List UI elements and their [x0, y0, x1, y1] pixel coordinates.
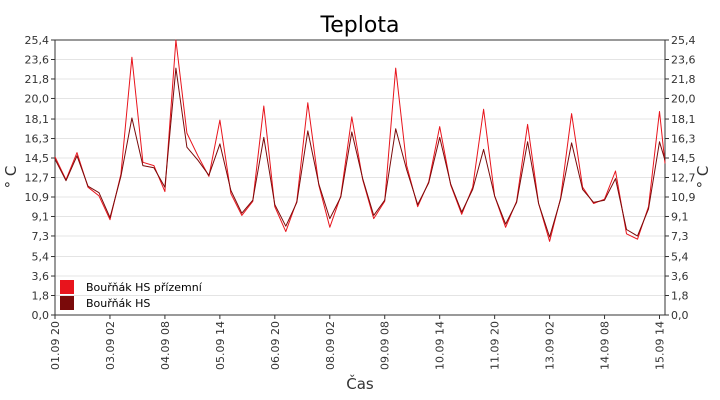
- y-tick-label-right: 5,4: [671, 251, 689, 264]
- x-tick-label: 05.09 14: [214, 321, 227, 370]
- x-tick-label: 04.09 08: [159, 321, 172, 370]
- legend-swatch: [60, 296, 74, 310]
- y-tick-label-left: 14,5: [25, 152, 50, 165]
- y-tick-label-left: 3,6: [32, 270, 50, 283]
- x-tick-label: 13.09 02: [544, 321, 557, 370]
- series-line-1: [54, 67, 666, 238]
- y-tick-label-right: 18,1: [671, 113, 696, 126]
- y-tick-label-left: 23,6: [25, 53, 50, 66]
- y-tick-label-right: 9,1: [671, 210, 689, 223]
- legend-label: Bouřňák HS přízemní: [86, 281, 203, 294]
- x-tick-label: 10.09 14: [434, 321, 447, 370]
- x-tick-label: 15.09 14: [654, 321, 667, 370]
- y-tick-label-left: 0,0: [32, 309, 50, 322]
- y-tick-label-left: 20,0: [25, 92, 50, 105]
- y-tick-label-left: 16,3: [25, 133, 50, 146]
- series-line-0: [54, 39, 666, 242]
- y-tick-label-right: 14,5: [671, 152, 696, 165]
- y-axis-left: 0,0 1,8 3,6 5,4 7,3 9,1 10,9 12,7 14,5 16,3 18,1 20…: [25, 34, 55, 322]
- series-lines: [54, 39, 666, 242]
- x-axis: 01.09 20 03.09 02 04.09 08 05.09 14 06.09 20…: [49, 315, 667, 370]
- y-tick-label-left: 9,1: [32, 210, 50, 223]
- x-tick-label: 09.09 08: [379, 321, 392, 370]
- y-tick-label-right: 21,8: [671, 73, 696, 86]
- y-tick-label-right: 10,9: [671, 191, 696, 204]
- legend-swatch: [60, 280, 74, 294]
- y-tick-label-left: 18,1: [25, 113, 50, 126]
- y-tick-label-right: 16,3: [671, 133, 696, 146]
- y-tick-label-right: 23,6: [671, 53, 696, 66]
- x-tick-label: 11.09 20: [489, 321, 502, 370]
- y-tick-label-right: 1,8: [671, 290, 689, 303]
- y-tick-label-left: 1,8: [32, 290, 50, 303]
- y-tick-label-right: 25,4: [671, 34, 696, 47]
- y-axis-title-left: ° C: [2, 166, 20, 189]
- y-tick-label-left: 7,3: [32, 230, 50, 243]
- x-tick-label: 06.09 20: [269, 321, 282, 370]
- y-tick-label-right: 0,0: [671, 309, 689, 322]
- chart-title: Teplota: [320, 13, 400, 38]
- y-tick-label-left: 21,8: [25, 73, 50, 86]
- legend: Bouřňák HS přízemní Bouřňák HS: [60, 280, 203, 310]
- y-axis-title-right: ° C: [694, 166, 712, 189]
- y-tick-label-right: 12,7: [671, 172, 696, 185]
- y-tick-label-right: 7,3: [671, 230, 689, 243]
- x-tick-label: 14.09 08: [599, 321, 612, 370]
- grid-lines: [55, 39, 665, 316]
- x-axis-title: Čas: [346, 374, 374, 393]
- y-tick-label-left: 12,7: [25, 172, 50, 185]
- y-tick-label-left: 10,9: [25, 191, 50, 204]
- y-tick-label-left: 5,4: [32, 251, 50, 264]
- y-axis-right: 0,0 1,8 3,6 5,4 7,3 9,1 10,9 12,7 14,5 16,3 18,1 20…: [665, 34, 696, 322]
- legend-label: Bouřňák HS: [86, 297, 150, 310]
- y-tick-label-right: 20,0: [671, 92, 696, 105]
- y-tick-label-right: 3,6: [671, 270, 689, 283]
- y-tick-label-left: 25,4: [25, 34, 50, 47]
- x-tick-label: 08.09 02: [324, 321, 337, 370]
- x-tick-label: 03.09 02: [104, 321, 117, 370]
- x-tick-label: 01.09 20: [49, 321, 62, 370]
